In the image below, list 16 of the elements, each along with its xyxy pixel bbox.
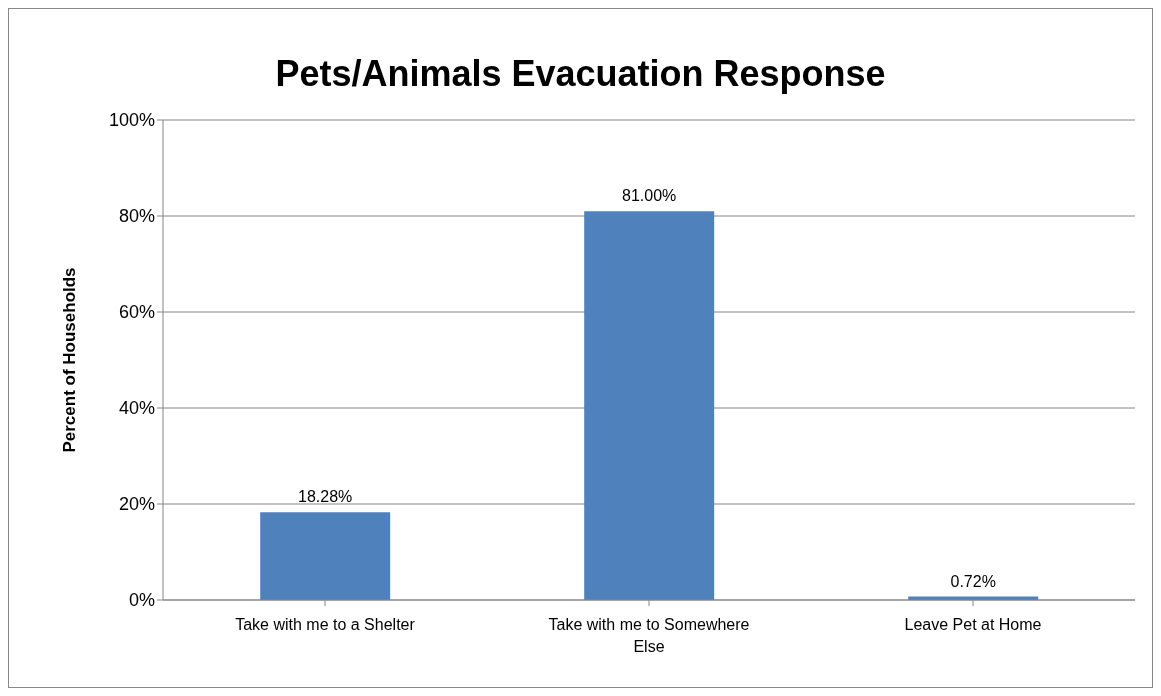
data-label: 81.00% [622,187,677,205]
y-tick-label: 80% [118,206,155,227]
y-axis-title: Percent of Households [60,267,80,453]
bar [584,211,715,600]
data-label: 0.72% [950,572,996,590]
x-tick-label: Leave Pet at Home [904,616,1042,633]
data-label: 18.28% [298,488,353,506]
y-tick-label: 60% [118,302,155,323]
bar [260,512,391,600]
y-tick-label: 100% [108,110,155,131]
chart-title: Pets/Animals Evacuation Response [274,53,887,95]
x-tick-label: Take with me to Somewhere Else [548,616,750,655]
y-tick-label: 20% [118,494,155,515]
y-tick-label: 0% [128,590,155,611]
y-tick-label: 40% [118,398,155,419]
x-tick-label: Take with me to a Shelter [235,616,416,633]
